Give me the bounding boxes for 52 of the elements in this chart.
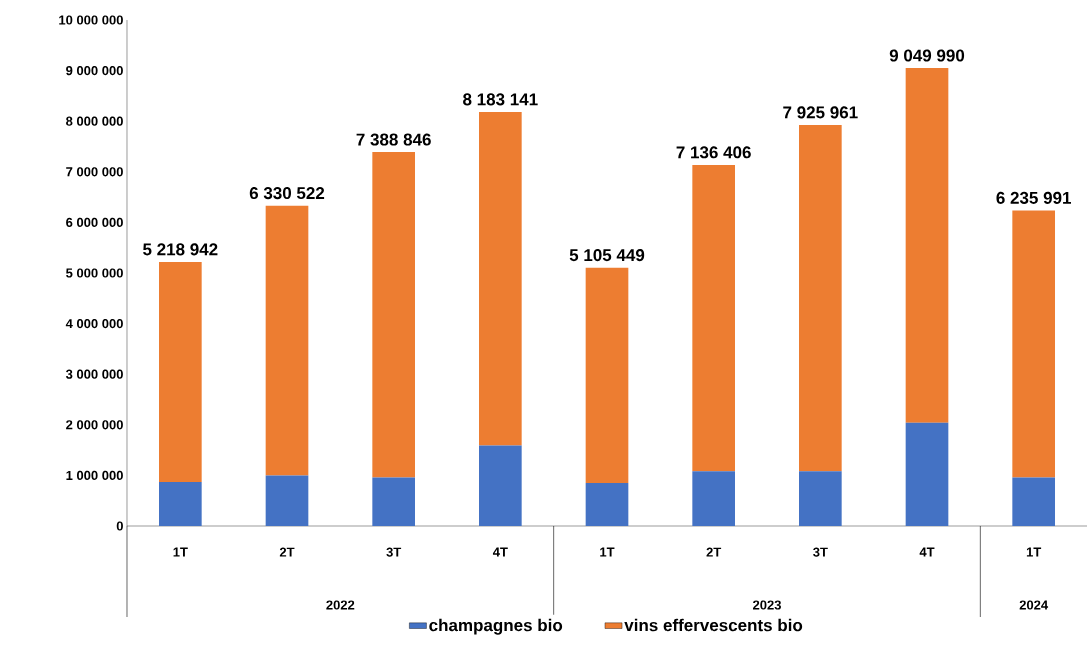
- x-tick-label: 2T: [706, 547, 722, 557]
- x-tick-label: 3T: [813, 547, 828, 557]
- bar: [585, 482, 629, 526]
- total-label: 7 136 406: [676, 146, 751, 159]
- text: 2022: [326, 600, 355, 610]
- total-label: 7 388 846: [356, 133, 431, 146]
- total-label: 8 183 141: [463, 93, 538, 106]
- bar: [372, 152, 415, 478]
- bar: [905, 68, 949, 423]
- y-tick-label: 3 000 000: [65, 369, 123, 379]
- total-label: 9 049 990: [889, 49, 965, 62]
- y-tick-label: 8 000 000: [66, 116, 123, 126]
- bar: [479, 111, 522, 446]
- text: 2023: [753, 600, 781, 610]
- bar: [1012, 477, 1056, 526]
- y-tick-label: 5 000 000: [66, 268, 123, 278]
- legend-label: vins effervescents bio: [624, 618, 803, 632]
- y-tick-label: 9 000 000: [66, 65, 123, 76]
- bar: [799, 471, 842, 526]
- y-tick-label: 2 000 000: [66, 420, 123, 430]
- bar: [159, 481, 202, 526]
- y-tick-label: 4 000 000: [65, 318, 123, 329]
- x-tick-label: 4T: [492, 547, 508, 557]
- bar: [692, 471, 735, 526]
- x-tick-label: 1T: [173, 547, 188, 557]
- total-label: 7 925 961: [783, 106, 858, 119]
- y-tick-label: 6 000 000: [66, 217, 123, 227]
- y-tick-label: 0: [116, 521, 123, 531]
- bar: [692, 164, 735, 472]
- bar: [479, 445, 522, 526]
- bar: [799, 124, 842, 472]
- total-label: 6 235 991: [996, 191, 1071, 204]
- total-label: 5 105 449: [569, 249, 645, 262]
- text: 2024: [1019, 600, 1049, 610]
- bar: [585, 267, 629, 483]
- x-tick-label: 4T: [919, 547, 935, 557]
- x-tick-label: 2T: [279, 547, 295, 557]
- total-label: 5 218 942: [143, 243, 218, 256]
- bar: [372, 477, 415, 526]
- legend-label: champagnes bio: [429, 618, 563, 635]
- bar: [265, 475, 309, 526]
- bar: [265, 205, 309, 476]
- bar: [159, 261, 202, 482]
- x-tick-label: 3T: [386, 547, 402, 557]
- x-tick-label: 1T: [600, 547, 615, 557]
- x-tick-label: 1T: [1026, 547, 1042, 557]
- total-label: 6 330 522: [249, 187, 325, 200]
- y-tick-label: 10 000 000: [59, 15, 123, 25]
- bar: [1012, 210, 1056, 478]
- bar: [905, 422, 949, 526]
- y-tick-label: 7 000 000: [66, 167, 123, 177]
- y-tick-label: 1 000 000: [66, 470, 123, 480]
